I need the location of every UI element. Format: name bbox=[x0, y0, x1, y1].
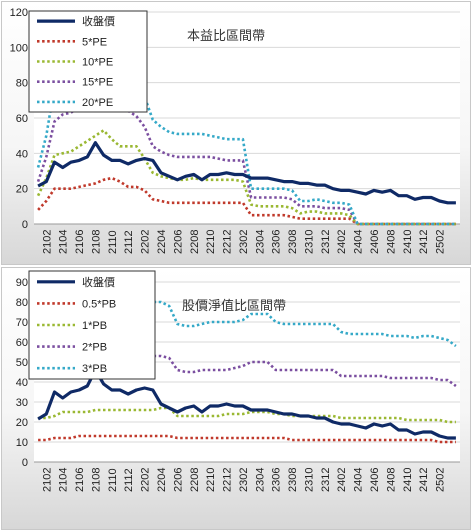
x-tick-label: 2312 bbox=[320, 230, 332, 254]
y-tick-label: 0 bbox=[22, 219, 28, 231]
y-tick-label: 30 bbox=[16, 397, 28, 409]
y-tick-label: 10 bbox=[16, 437, 28, 449]
chart-title: 本益比區間帶 bbox=[187, 28, 265, 43]
y-tick-label: 60 bbox=[16, 113, 28, 125]
x-tick-label: 2412 bbox=[418, 468, 430, 492]
pe-band-chart-panel: 0 20 40 60 80 100 120 2102 2104 2106 2108 2110 2112 2… bbox=[1, 1, 471, 265]
x-tick-label: 2104 bbox=[58, 230, 70, 254]
x-tick-label: 2310 bbox=[303, 230, 315, 254]
y-tick-label: 60 bbox=[16, 337, 28, 349]
x-tick-label: 2406 bbox=[369, 230, 381, 254]
pb-series-line-3 bbox=[37, 354, 457, 388]
x-tick-label: 2204 bbox=[156, 230, 168, 254]
y-tick-label: 20 bbox=[16, 184, 28, 196]
x-tick-label: 2106 bbox=[74, 468, 86, 492]
pe-series-line-0 bbox=[37, 141, 456, 205]
x-tick-label: 2102 bbox=[41, 468, 53, 492]
x-tick-label: 2106 bbox=[74, 230, 86, 254]
x-tick-label: 2402 bbox=[336, 468, 348, 492]
legend-label: 10*PE bbox=[82, 57, 113, 69]
x-tick-label: 2208 bbox=[189, 230, 201, 254]
x-tick-label: 2212 bbox=[222, 230, 234, 254]
legend-label: 2*PB bbox=[82, 342, 107, 354]
x-tick-label: 2312 bbox=[320, 468, 332, 492]
y-tick-label: 100 bbox=[10, 42, 28, 54]
x-tick-label: 2302 bbox=[238, 468, 250, 492]
x-tick-label: 2208 bbox=[189, 468, 201, 492]
x-tick-label: 2404 bbox=[353, 230, 365, 254]
legend-label: 收盤價 bbox=[82, 275, 115, 289]
legend-label: 收盤價 bbox=[82, 14, 115, 28]
x-tick-label: 2310 bbox=[303, 468, 315, 492]
x-tick-label: 2410 bbox=[402, 468, 414, 492]
pb-series-line-2 bbox=[38, 406, 456, 424]
x-tick-label: 2412 bbox=[418, 230, 430, 254]
x-tick-label: 2404 bbox=[353, 468, 365, 492]
x-tick-label: 2108 bbox=[90, 230, 102, 254]
legend-box bbox=[28, 10, 148, 113]
x-tick-label: 2406 bbox=[369, 468, 381, 492]
x-tick-label: 2304 bbox=[254, 230, 266, 254]
y-tick-label: 20 bbox=[16, 417, 28, 429]
x-tick-label: 2202 bbox=[140, 230, 152, 254]
y-tick-label: 40 bbox=[16, 148, 28, 160]
pb-series-line-0 bbox=[37, 368, 456, 440]
x-tick-label: 2210 bbox=[205, 468, 217, 492]
y-tick-label: 50 bbox=[16, 357, 28, 369]
y-tick-label: 0 bbox=[22, 457, 28, 469]
legend-label: 3*PB bbox=[82, 363, 107, 375]
pb-series-line-4 bbox=[37, 300, 457, 348]
y-tick-label: 90 bbox=[16, 277, 28, 289]
x-tick-label: 2302 bbox=[238, 230, 250, 254]
legend-label: 1*PB bbox=[82, 320, 107, 332]
x-tick-label: 2408 bbox=[385, 230, 397, 254]
x-tick-label: 2206 bbox=[172, 468, 184, 492]
x-tick-label: 2502 bbox=[435, 230, 447, 254]
pe-band-chart: 0 20 40 60 80 100 120 2102 2104 2106 2108 2110 2112 2… bbox=[10, 7, 460, 254]
y-tick-label: 80 bbox=[16, 78, 28, 90]
pb-band-chart: 0 10 20 30 40 50 60 70 80 90 2102 2104 2106 2108 2110 2… bbox=[16, 270, 460, 492]
x-tick-label: 2410 bbox=[402, 230, 414, 254]
legend-label: 0.5*PB bbox=[82, 298, 116, 310]
x-tick-label: 2212 bbox=[222, 468, 234, 492]
legend-label: 5*PE bbox=[82, 36, 107, 48]
y-tick-label: 70 bbox=[16, 317, 28, 329]
y-tick-label: 120 bbox=[10, 7, 28, 19]
legend-box bbox=[28, 270, 156, 380]
x-tick-label: 2108 bbox=[90, 468, 102, 492]
x-tick-label: 2308 bbox=[287, 468, 299, 492]
x-tick-label: 2202 bbox=[140, 468, 152, 492]
legend-label: 15*PE bbox=[82, 77, 113, 89]
x-tick-label: 2402 bbox=[336, 230, 348, 254]
x-tick-label: 2104 bbox=[58, 468, 70, 492]
x-tick-label: 2204 bbox=[156, 468, 168, 492]
y-tick-label: 40 bbox=[16, 377, 28, 389]
x-tick-label: 2206 bbox=[172, 230, 184, 254]
y-tick-label: 80 bbox=[16, 297, 28, 309]
pe-series-line-1 bbox=[37, 176, 456, 226]
chart-title: 股價淨值比區間帶 bbox=[182, 298, 286, 313]
x-tick-label: 2502 bbox=[435, 468, 447, 492]
x-tick-label: 2112 bbox=[123, 230, 135, 254]
x-tick-label: 2306 bbox=[271, 468, 283, 492]
x-tick-label: 2408 bbox=[385, 468, 397, 492]
pb-band-chart-panel: 0 10 20 30 40 50 60 70 80 90 2102 2104 2106 2108 2110 2… bbox=[1, 267, 471, 530]
x-tick-label: 2306 bbox=[271, 230, 283, 254]
x-tick-label: 2308 bbox=[287, 230, 299, 254]
x-tick-label: 2110 bbox=[107, 230, 119, 254]
x-tick-label: 2112 bbox=[123, 468, 135, 492]
x-tick-label: 2304 bbox=[254, 468, 266, 492]
x-tick-label: 2102 bbox=[41, 230, 53, 254]
x-tick-label: 2110 bbox=[107, 468, 119, 492]
pb-series-line-1 bbox=[38, 434, 456, 444]
legend-label: 20*PE bbox=[82, 97, 113, 109]
x-tick-label: 2210 bbox=[205, 230, 217, 254]
